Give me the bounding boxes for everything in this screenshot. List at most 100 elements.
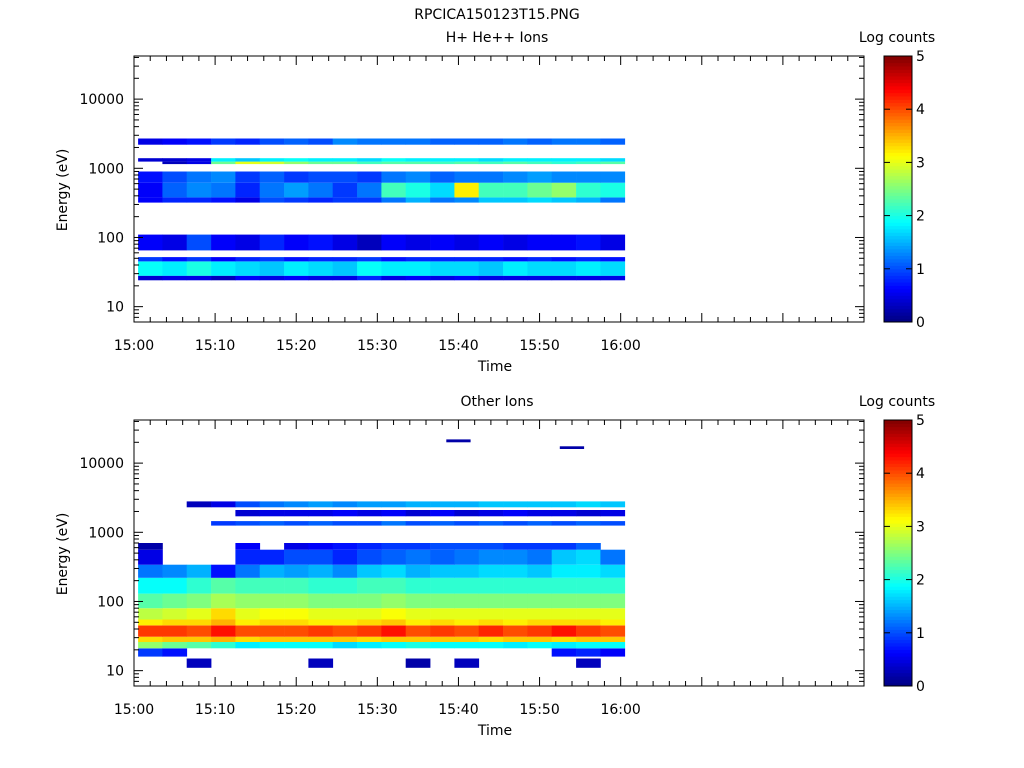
colorbar-segment bbox=[884, 596, 912, 601]
heatmap-cell bbox=[357, 593, 382, 609]
colorbar-segment bbox=[884, 105, 912, 110]
heatmap-cell bbox=[478, 234, 504, 251]
heatmap-cell bbox=[308, 641, 334, 649]
heatmap-cell bbox=[478, 619, 504, 626]
heatmap-cell bbox=[186, 641, 212, 649]
heatmap-cell bbox=[430, 234, 455, 251]
colorbar-segment bbox=[884, 579, 912, 584]
colorbar-segment bbox=[884, 72, 912, 77]
heatmap-cell bbox=[430, 636, 455, 642]
x-axis-label: Time bbox=[477, 723, 512, 739]
heatmap-cell bbox=[381, 543, 407, 550]
heatmap-cell bbox=[503, 275, 528, 281]
heatmap-cell bbox=[259, 234, 285, 251]
heatmap-cell bbox=[211, 636, 236, 642]
heatmap-cell bbox=[478, 257, 504, 262]
colorbar-segment bbox=[884, 656, 912, 660]
colorbar-segment bbox=[884, 506, 912, 511]
x-tick-label: 15:00 bbox=[114, 702, 154, 718]
heatmap-cell bbox=[600, 234, 626, 251]
colorbar-segment bbox=[884, 122, 912, 127]
colorbar-label: Log counts bbox=[859, 394, 935, 410]
heatmap-cell bbox=[600, 138, 626, 145]
heatmap-cell bbox=[600, 521, 626, 526]
heatmap-cell bbox=[186, 182, 212, 198]
heatmap-cell bbox=[576, 501, 601, 508]
colorbar-segment bbox=[884, 513, 912, 517]
heatmap-cell bbox=[259, 182, 285, 198]
heatmap-cell bbox=[186, 593, 212, 609]
heatmap-cell bbox=[332, 197, 358, 203]
heatmap-cell bbox=[308, 257, 334, 262]
colorbar-segment bbox=[884, 539, 912, 544]
colorbar-segment bbox=[884, 189, 912, 193]
colorbar-segment bbox=[884, 218, 912, 223]
axes: 10 100 1000 10000 15:00 15:10 15:20 15:30 15:40 1… bbox=[79, 55, 865, 354]
heatmap-cell bbox=[259, 257, 285, 262]
heatmap-cell bbox=[478, 510, 504, 517]
x-tick-label: 16:00 bbox=[600, 338, 640, 354]
colorbar-segment bbox=[884, 479, 912, 484]
heatmap-cell bbox=[405, 658, 431, 668]
heatmap-cell bbox=[503, 510, 528, 517]
colorbar-segment bbox=[884, 629, 912, 634]
heatmap-cell bbox=[576, 510, 601, 517]
heatmap-cell bbox=[308, 234, 334, 251]
heatmap-cell bbox=[211, 261, 236, 276]
heatmap-cell bbox=[430, 261, 455, 276]
heatmap-cell bbox=[478, 182, 504, 198]
heatmap-cell bbox=[381, 593, 407, 609]
heatmap-cell bbox=[186, 564, 212, 578]
heatmap-cell bbox=[211, 577, 236, 594]
heatmap-cell bbox=[357, 161, 382, 165]
colorbar-segment bbox=[884, 262, 912, 266]
heatmap-cell bbox=[503, 564, 528, 578]
heatmap-cell bbox=[454, 549, 480, 565]
heatmap-cell bbox=[527, 543, 553, 550]
x-tick-label: 15:10 bbox=[195, 338, 235, 354]
heatmap-cell bbox=[551, 641, 577, 649]
heatmap-cell bbox=[600, 197, 626, 203]
heatmap-cell bbox=[430, 161, 455, 165]
heatmap-cell bbox=[357, 641, 382, 649]
colorbar-segment bbox=[884, 473, 912, 478]
colorbar-frame bbox=[883, 419, 913, 687]
colorbar-segment bbox=[884, 89, 912, 94]
colorbar-segment bbox=[884, 556, 912, 561]
heatmap-cell bbox=[551, 636, 577, 642]
heatmap-cell bbox=[454, 261, 480, 276]
colorbar-segment bbox=[884, 102, 912, 107]
heatmap-cell bbox=[138, 234, 163, 251]
heatmap-cell bbox=[454, 577, 480, 594]
heatmap-cell bbox=[284, 234, 309, 251]
heatmap-cell bbox=[551, 564, 577, 578]
heatmap-cell bbox=[527, 619, 553, 626]
heatmap-cell bbox=[405, 171, 431, 183]
colorbar-segment bbox=[884, 616, 912, 620]
heatmap-cell bbox=[259, 521, 285, 526]
colorbar-segment bbox=[884, 602, 912, 607]
heatmap-cell bbox=[576, 275, 601, 281]
heatmap-cell bbox=[430, 257, 455, 262]
heatmap-cell bbox=[284, 564, 309, 578]
heatmap-cell bbox=[211, 158, 236, 162]
heatmap-cell bbox=[503, 577, 528, 594]
heatmap-cell bbox=[600, 171, 626, 183]
heatmap-cell bbox=[235, 593, 261, 609]
heatmap-cell bbox=[211, 564, 236, 578]
heatmap-cell bbox=[576, 257, 601, 262]
heatmap-cell bbox=[332, 275, 358, 281]
x-axis-label: Time bbox=[477, 359, 512, 375]
colorbar-segment bbox=[884, 486, 912, 491]
x-tick-label: 15:40 bbox=[438, 338, 478, 354]
heatmap-cell bbox=[308, 608, 334, 620]
figure-title: RPCICA150123T15.PNG bbox=[414, 7, 579, 23]
heatmap-cell bbox=[332, 625, 358, 637]
heatmap-cell bbox=[503, 161, 528, 165]
heatmap-cell bbox=[381, 275, 407, 281]
heatmap-cell bbox=[381, 564, 407, 578]
colorbar-segment bbox=[884, 85, 912, 90]
colorbar-segment bbox=[884, 62, 912, 67]
heatmap-cell bbox=[454, 510, 480, 517]
heatmap-cell bbox=[527, 521, 553, 526]
